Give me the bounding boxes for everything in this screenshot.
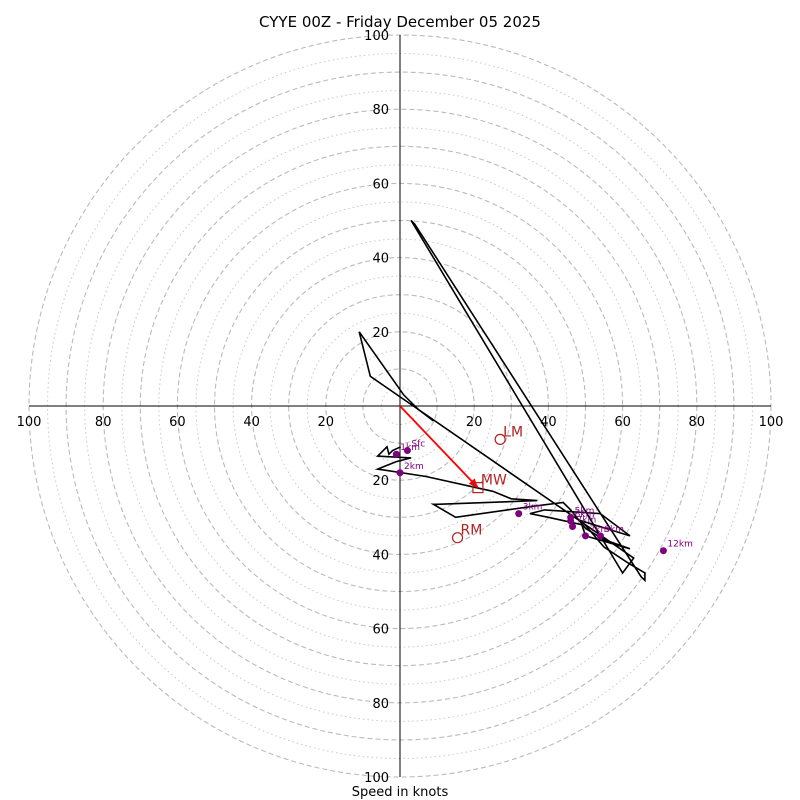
x-tick-label: 20 (318, 415, 335, 430)
x-tick-label: 60 (614, 415, 631, 430)
height-marker-7km (582, 532, 589, 540)
x-tick-label: 80 (689, 415, 706, 430)
height-label-7km: 7km (577, 516, 597, 526)
x-axis-label: Speed in knots (352, 785, 449, 800)
height-label-7km: 7km (590, 525, 610, 535)
storm-motion-marker-LM (494, 433, 506, 445)
height-label-Sfc: Sfc (411, 440, 425, 450)
y-tick-label: 100 (364, 771, 389, 786)
chart-title: CYYE 00Z - Friday December 05 2025 (259, 13, 541, 31)
y-tick-label: 80 (372, 103, 389, 118)
x-tick-label: 40 (243, 415, 260, 430)
mean-wind-arrow-shaft (399, 405, 479, 489)
x-tick-label: 80 (95, 415, 112, 430)
y-tick-label: 20 (372, 326, 389, 341)
x-tick-label: 100 (759, 415, 784, 430)
y-tick-label: 80 (372, 697, 389, 712)
height-marker-12km (659, 547, 667, 555)
x-tick-label: 20 (466, 415, 483, 430)
storm-motion-label-LM: LM (503, 424, 523, 440)
height-label-9km: 9km (604, 525, 624, 535)
x-tick-label: 60 (169, 415, 186, 430)
storm-motion-label-MW: MW (481, 473, 507, 489)
storm-motion-label-RM: RM (461, 523, 483, 539)
height-marker-7km (569, 523, 577, 531)
height-marker-2km (396, 469, 404, 477)
height-label-3km: 3km (523, 503, 543, 513)
storm-motion-markers: LM RM MW (451, 424, 523, 544)
y-tick-label: 40 (372, 548, 389, 563)
height-marker-1km (392, 450, 400, 458)
height-label-6km: 6km (575, 510, 595, 520)
height-label-1km: 1km (400, 443, 420, 453)
height-marker-3km (515, 510, 523, 518)
height-marker-Sfc (403, 447, 411, 455)
y-tick-label: 60 (372, 177, 389, 192)
height-marker-6km (567, 517, 575, 525)
y-tick-label: 60 (372, 623, 389, 638)
storm-motion-marker-RM (451, 532, 464, 544)
height-label-5km: 5km (575, 506, 595, 516)
y-tick-label: 20 (372, 474, 389, 489)
y-tick-label: 40 (372, 252, 389, 267)
height-marker-9km (596, 532, 604, 540)
height-label-12km: 12km (667, 540, 692, 550)
storm-motion-marker-MW (472, 482, 484, 494)
x-tick-label: 100 (17, 415, 42, 430)
height-label-2km: 2km (404, 462, 424, 472)
y-tick-label: 100 (364, 29, 389, 44)
